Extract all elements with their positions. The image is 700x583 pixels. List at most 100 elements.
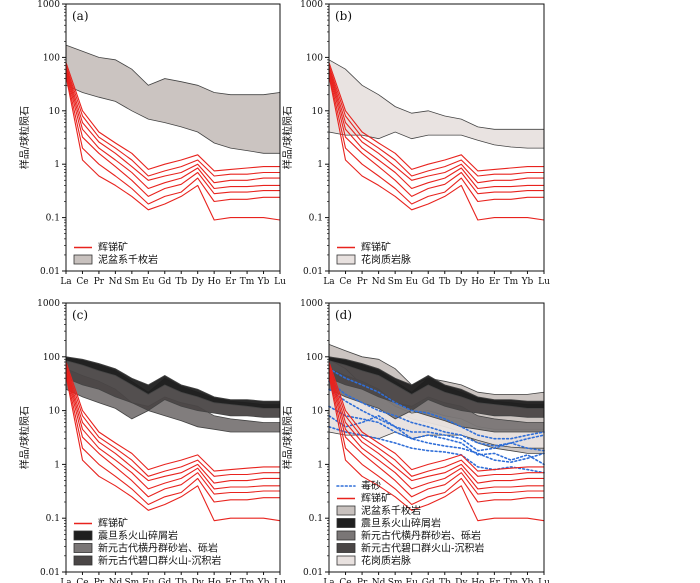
stibnite-line-7	[65, 75, 281, 221]
legend-label: 花岗质岩脉	[361, 253, 411, 266]
y-tick-label: 0.01	[303, 267, 323, 277]
x-tick-label: La	[60, 277, 72, 287]
arsenopyrite-line-4	[328, 405, 545, 466]
stibnite-line-3	[65, 366, 280, 484]
legend-label: 新元古代横丹群砂岩、砾岩	[361, 529, 481, 542]
x-tick-label: Tb	[175, 277, 187, 287]
x-tick-label: Gd	[158, 578, 171, 583]
chart-panel-3: 0.01 0.1 1 10 100 1000 La Ce Pr Nd Sm Eu Gd Tb Dy Ho Er T…	[18, 299, 286, 583]
x-tick-label: Lu	[538, 277, 550, 287]
arsenopyrite-line-6	[328, 425, 545, 474]
stibnite-line-6	[65, 73, 280, 205]
legend-label: 辉锑矿	[98, 517, 128, 530]
stibnite-line-6	[328, 73, 544, 205]
y-tick-label: 100	[43, 53, 60, 63]
y-tick-label: 0.01	[40, 568, 60, 578]
x-tick-label: Tm	[504, 578, 519, 583]
x-tick-label: Nd	[372, 277, 386, 287]
stibnite-line-3	[328, 67, 544, 184]
x-tick-label: Sm	[124, 277, 139, 287]
x-tick-label: Sm	[124, 578, 139, 583]
x-tick-label: Yb	[257, 578, 270, 583]
y-tick-label: 10	[49, 107, 61, 117]
plot-frame	[328, 3, 545, 272]
y-tick-label: 1	[317, 160, 323, 170]
x-tick-label: Ho	[208, 277, 221, 287]
legend-label: 泥盆系千枚岩	[361, 504, 421, 517]
x-tick-label: Ce	[76, 578, 88, 583]
y-tick-label: 100	[43, 353, 60, 363]
y-tick-label: 10	[312, 107, 324, 117]
y-tick-label: 0.1	[309, 514, 323, 524]
stibnite-line-5	[328, 71, 544, 197]
x-tick-label: Tm	[240, 277, 255, 287]
legend-label: 新元古代碧口群火山-沉积岩	[361, 542, 484, 555]
x-tick-label: Eu	[142, 578, 155, 583]
panel-label: (c)	[72, 308, 88, 322]
x-tick-label: Ho	[471, 578, 484, 583]
x-tick-label: Ce	[339, 277, 351, 287]
band-1	[328, 59, 545, 149]
x-tick-label: Nd	[109, 277, 123, 287]
stibnite-line-2	[65, 364, 280, 477]
x-tick-label: Pr	[357, 578, 368, 583]
stibnite-line-4	[328, 69, 544, 190]
x-tick-label: Er	[489, 277, 501, 287]
x-tick-label: La	[323, 277, 335, 287]
y-tick-label: 1000	[300, 299, 323, 309]
stibnite-line-2	[328, 65, 544, 177]
chart-panel-4: 0.01 0.1 1 10 100 1000 La Ce Pr Nd Sm Eu Gd Tb Dy Ho Er T…	[281, 299, 550, 583]
x-tick-label: Pr	[94, 277, 105, 287]
x-tick-label: Sm	[388, 277, 403, 287]
y-axis-label: 样品/球粒陨石	[281, 106, 294, 169]
y-tick-label: 10	[312, 407, 324, 417]
stibnite-line-5	[328, 370, 544, 498]
legend-patch-swatch	[336, 254, 356, 265]
x-tick-label: Er	[225, 277, 237, 287]
y-tick-label: 1	[317, 460, 323, 470]
legend-label: 辉锑矿	[361, 241, 391, 254]
legend: 毒砂辉锑矿泥盆系千枚岩震旦系火山碎屑岩新元古代横丹群砂岩、砾岩新元古代碧口群火山…	[336, 479, 484, 567]
stibnite-line-4	[328, 368, 544, 490]
panel-label: (a)	[72, 9, 89, 23]
stibnite-line-1	[328, 361, 544, 472]
stibnite-line-3	[65, 67, 280, 184]
legend-patch-swatch	[336, 518, 356, 528]
x-tick-label: Pr	[357, 277, 368, 287]
x-tick-label: Gd	[422, 277, 435, 287]
legend-label: 震旦系火山碎屑岩	[98, 529, 178, 542]
y-axis-label: 样品/球粒陨石	[18, 106, 31, 169]
chart-panel-2: 0.01 0.1 1 10 100 1000 La Ce Pr Nd Sm Eu Gd Tb Dy Ho Er T…	[281, 0, 550, 287]
band-1	[65, 44, 281, 154]
x-tick-label: Lu	[274, 578, 286, 583]
plot-frame	[65, 3, 281, 272]
legend-patch-swatch	[336, 555, 356, 566]
x-tick-label: Tm	[504, 277, 519, 287]
x-tick-label: Yb	[521, 578, 534, 583]
stibnite-line-5	[65, 71, 280, 197]
stibnite-line-6	[65, 372, 280, 506]
y-tick-label: 0.01	[303, 568, 323, 578]
y-tick-label: 1	[54, 460, 60, 470]
x-tick-label: Nd	[372, 578, 386, 583]
x-tick-label: Dy	[455, 277, 468, 287]
stibnite-line-1	[65, 62, 280, 172]
x-tick-label: La	[323, 578, 335, 583]
plot-frame	[65, 302, 281, 573]
y-tick-label: 1	[54, 160, 60, 170]
arsenopyrite-line-1	[328, 367, 545, 440]
legend-patch-swatch	[73, 555, 93, 566]
panel-label: (b)	[335, 9, 352, 23]
y-tick-label: 100	[306, 353, 323, 363]
y-tick-label: 10	[49, 407, 61, 417]
y-axis-label: 样品/球粒陨石	[281, 406, 294, 469]
chart-panel-1: 0.01 0.1 1 10 100 1000 La Ce Pr Nd Sm Eu Gd Tb Dy Ho Er T…	[18, 0, 286, 287]
x-tick-label: Sm	[388, 578, 403, 583]
legend-label: 辉锑矿	[361, 492, 391, 505]
x-tick-label: Lu	[274, 277, 286, 287]
stibnite-line-1	[65, 361, 280, 472]
stibnite-line-4	[65, 368, 280, 490]
